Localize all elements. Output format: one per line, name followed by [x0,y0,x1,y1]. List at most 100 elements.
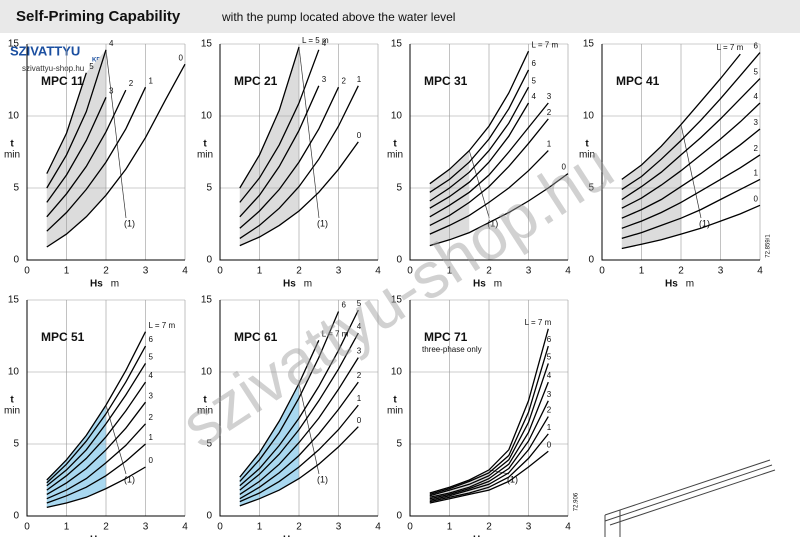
curve-label: L = 7 m [322,329,349,338]
x-axis-label: Hs [665,279,678,290]
y-tick-label: 15 [8,39,20,50]
y-axis-unit: min [197,406,213,417]
curve [239,141,359,247]
y-axis-label: t [10,395,14,406]
curve-label: 2 [754,144,759,153]
axis-line [26,300,185,517]
x-tick-label: 0 [24,266,30,277]
curve [429,102,549,218]
curve-label: 5 [357,299,362,308]
y-tick-label: 10 [391,111,403,122]
curve-label: 0 [149,456,154,465]
curve-label: 6 [149,335,154,344]
annotation-leader [298,383,320,475]
curve [621,204,761,250]
curve [239,49,320,203]
curve [46,381,147,491]
x-tick-label: 4 [565,266,571,277]
x-tick-label: 4 [375,522,381,533]
curve-label: 3 [547,92,552,101]
sketch-lines [604,459,776,526]
curve [46,86,147,232]
annotation-leader [298,46,320,219]
curve [621,102,761,209]
x-tick-label: 3 [143,522,149,533]
y-tick-label: 0 [13,255,19,266]
curve [46,63,186,248]
y-axis-unit: min [197,150,213,161]
curve-label: 2 [129,79,134,88]
y-tick-label: 15 [391,295,403,306]
axis-line [219,300,378,517]
x-axis-label: Hs [473,535,486,537]
curve-label: 1 [149,76,154,85]
annotation: (1) [317,474,328,484]
curve [429,102,530,209]
x-axis-label: Hs [473,279,486,290]
logo-name: SZIVATTYU [10,43,80,58]
x-tick-label: 0 [217,266,223,277]
annotation: (1) [317,218,328,228]
curve [429,345,549,496]
curve-label: 3 [322,75,327,84]
y-axis-label: t [203,139,207,150]
x-tick-label: 1 [64,522,70,533]
curve [46,466,146,509]
curve-label: 0 [357,416,362,425]
x-tick-label: 2 [296,522,302,533]
y-axis-unit: min [4,406,20,417]
chart-title: MPC 71 [424,330,468,344]
x-tick-label: 2 [103,266,109,277]
axis-line [409,300,568,517]
axis-line [601,44,760,261]
y-tick-label: 5 [206,183,212,194]
x-tick-label: 2 [678,266,684,277]
y-axis-unit: min [387,150,403,161]
annotation: (1) [124,474,135,484]
y-tick-label: 5 [396,439,402,450]
curve [46,331,147,481]
y-tick-label: 15 [391,39,403,50]
page-title: Self-Priming Capability [16,8,181,25]
x-tick-label: 3 [526,522,532,533]
x-axis-label: Hs [283,279,296,290]
curve-label: 4 [109,39,114,48]
x-axis-label: Hs [90,279,103,290]
logo-site: szivattyu-shop.hu [22,64,84,73]
y-axis-label: t [203,395,207,406]
curve [429,363,549,497]
curve-label: 4 [322,39,327,48]
curve [621,53,741,180]
y-axis-label: t [10,139,14,150]
axis-line [26,44,185,261]
curve-label: 3 [109,86,114,95]
curve-label: 1 [149,433,154,442]
x-tick-label: 4 [757,266,763,277]
chart-title: MPC 41 [616,74,660,88]
y-tick-label: 5 [13,183,19,194]
curve-label: 5 [532,76,537,85]
curve-label: 6 [532,59,537,68]
curve [429,381,549,498]
curve [239,357,359,495]
curve-label: 0 [179,53,184,62]
x-tick-label: 0 [217,522,223,533]
curve [239,86,340,229]
y-tick-label: 10 [201,367,213,378]
x-tick-label: 0 [407,266,413,277]
curve [429,433,549,503]
curve-label: 3 [149,391,154,400]
curve [239,332,359,491]
y-tick-label: 5 [588,183,594,194]
x-axis-unit: m [111,279,119,290]
curve [429,173,569,247]
curve-label: 1 [357,75,362,84]
annotation: (1) [487,218,498,228]
